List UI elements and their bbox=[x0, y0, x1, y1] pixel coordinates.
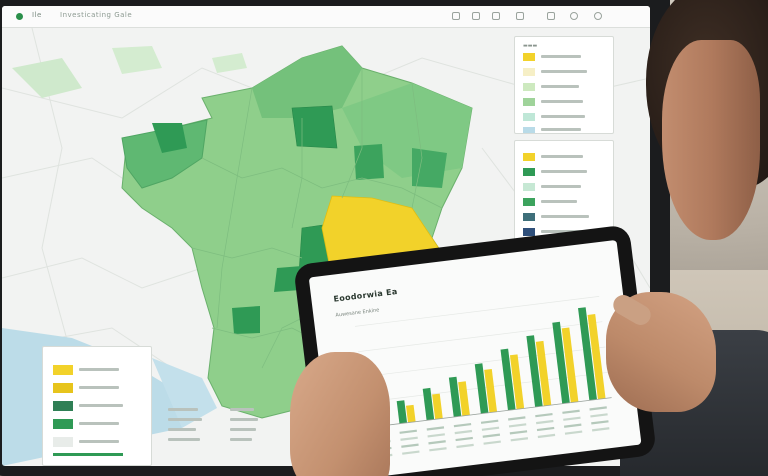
table-cell bbox=[589, 406, 607, 411]
bar-series-1 bbox=[578, 307, 597, 401]
x-axis bbox=[367, 397, 612, 429]
table-cell bbox=[480, 419, 499, 424]
table-cell bbox=[426, 426, 445, 431]
bar-series-2 bbox=[509, 354, 525, 410]
bar-series-1 bbox=[552, 321, 570, 404]
legend-header: ▬▬▬ bbox=[523, 43, 538, 49]
toolbar-icon[interactable] bbox=[516, 12, 524, 20]
table-cell bbox=[536, 426, 555, 432]
person-face bbox=[662, 40, 760, 240]
app-title: Ile bbox=[32, 11, 42, 19]
bar-series-2 bbox=[458, 381, 470, 416]
legend-panel: ▬▬▬ bbox=[514, 36, 614, 134]
table-cell bbox=[427, 433, 445, 438]
app-toolbar: Ile Investicating Gale bbox=[2, 6, 650, 28]
bar-series-1 bbox=[474, 363, 489, 414]
table-cell bbox=[401, 443, 419, 448]
table-cell bbox=[483, 440, 501, 445]
table-cell bbox=[429, 447, 447, 452]
table-cell bbox=[399, 429, 417, 434]
bar-series-2 bbox=[561, 327, 579, 403]
table-cell bbox=[400, 436, 418, 441]
table-cell bbox=[509, 430, 528, 435]
legend-text-block bbox=[160, 404, 300, 456]
table-cell bbox=[428, 440, 446, 445]
table-cell bbox=[481, 426, 500, 431]
bar-series-1 bbox=[396, 400, 408, 424]
tablet-title: Eoodorwia Ea bbox=[332, 286, 399, 304]
table-cell bbox=[455, 436, 473, 442]
table-cell bbox=[456, 443, 474, 449]
bar-series-2 bbox=[587, 314, 606, 400]
monitor-screen: Ile Investicating Gale bbox=[2, 6, 650, 466]
left-hand bbox=[290, 352, 390, 476]
bar-series-1 bbox=[422, 387, 435, 421]
bar-series-1 bbox=[448, 376, 462, 418]
table-cell bbox=[510, 437, 529, 442]
table-cell bbox=[454, 429, 473, 435]
toolbar-icon[interactable] bbox=[547, 12, 555, 20]
bar-series-2 bbox=[432, 393, 443, 420]
app-subtitle: Investicating Gale bbox=[60, 11, 133, 19]
bar-series-2 bbox=[535, 340, 552, 406]
table-cell bbox=[563, 416, 581, 421]
table-cell bbox=[535, 412, 553, 418]
table-cell bbox=[562, 409, 580, 414]
gridline bbox=[358, 321, 603, 353]
table-cell bbox=[590, 413, 608, 418]
table-cell bbox=[564, 430, 583, 435]
legend-panel bbox=[42, 346, 152, 466]
bar-series-1 bbox=[526, 335, 543, 408]
table-cell bbox=[537, 433, 556, 439]
app-logo-icon bbox=[16, 13, 23, 20]
table-cell bbox=[591, 427, 610, 432]
table-cell bbox=[453, 422, 472, 428]
table-cell bbox=[482, 433, 501, 438]
table-cell bbox=[591, 420, 609, 425]
bar-series-2 bbox=[484, 368, 498, 413]
table-cell bbox=[508, 416, 526, 421]
table-cell bbox=[536, 419, 554, 425]
table-cell bbox=[563, 423, 582, 428]
bar-series-1 bbox=[500, 348, 516, 411]
help-icon[interactable] bbox=[594, 12, 602, 20]
toolbar-icon[interactable] bbox=[492, 12, 500, 20]
gridline bbox=[354, 296, 600, 327]
table-cell bbox=[402, 450, 420, 455]
toolbar-icon[interactable] bbox=[452, 12, 460, 20]
table-cell bbox=[508, 423, 527, 428]
settings-icon[interactable] bbox=[570, 12, 578, 20]
toolbar-icon[interactable] bbox=[472, 12, 480, 20]
bar-series-2 bbox=[405, 404, 416, 423]
